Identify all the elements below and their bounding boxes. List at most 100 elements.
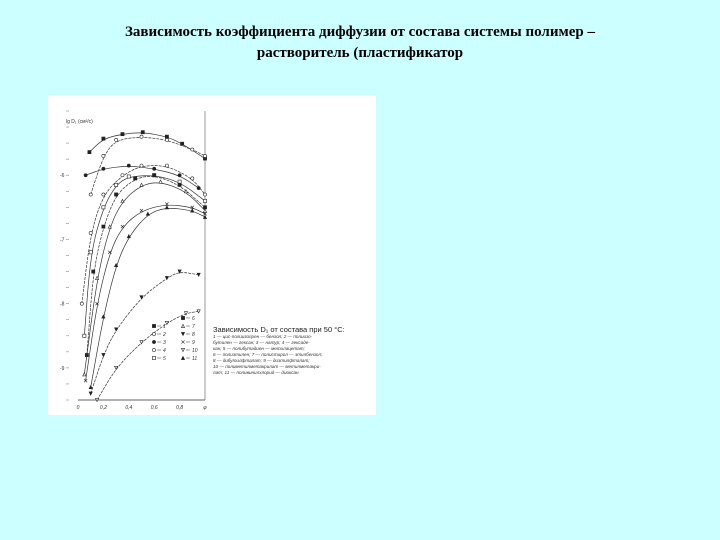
data-point: [139, 134, 144, 139]
x-tick-label: 0: [77, 405, 80, 411]
caption-line: кан; 5 — полибутадиен — метилацетат;: [213, 346, 305, 351]
data-point: [82, 333, 87, 338]
data-point: [177, 182, 182, 187]
data-point: [101, 192, 106, 197]
y-tick-label: -8: [60, 302, 65, 308]
series-line-2: [90, 137, 206, 195]
data-point: [120, 224, 125, 229]
data-point: [82, 372, 87, 377]
data-point: [203, 199, 207, 203]
data-point: [140, 130, 145, 135]
data-point: [165, 202, 169, 206]
data-point: [139, 340, 144, 345]
data-point: [91, 269, 96, 274]
title-line-2: растворитель (пластификатор: [256, 45, 464, 61]
legend-label: 7: [192, 324, 195, 330]
x-tick-label: 0,8: [176, 405, 183, 411]
data-point: [88, 391, 93, 396]
data-point: [139, 182, 144, 187]
data-point: [152, 173, 157, 178]
legend-marker: [180, 355, 186, 360]
caption-body: 1 — цис-полиизопрен — бензол; 2 — полииз…: [213, 334, 373, 376]
data-point: [114, 138, 119, 142]
series-line-10: [96, 311, 199, 401]
data-point: [101, 166, 106, 171]
caption-line: 8 — дибутилфталат; 9 — диэтилфталат;: [213, 358, 310, 363]
data-point: [94, 398, 100, 403]
data-point: [87, 150, 92, 155]
data-point: [183, 311, 189, 316]
legend-marker: [152, 348, 156, 352]
data-point: [94, 275, 100, 280]
series-line-8: [90, 272, 199, 394]
data-point: [145, 211, 150, 216]
caption-line: бутилен — гексан; 3 — натур; 4 — гексаде…: [213, 340, 310, 345]
caption-line: 10 — полиметилметакрилат — метилметакри-: [213, 364, 321, 369]
figure-caption: Зависимость D₁ от состава при 50 °C: 1 —…: [213, 325, 373, 376]
data-point: [120, 198, 125, 203]
y-tick-label: -6: [60, 173, 65, 179]
data-point: [203, 154, 207, 158]
legend-marker: [180, 323, 186, 328]
data-point: [114, 327, 119, 332]
title-line-1: Зависимость коэффициента диффузии от сос…: [125, 24, 595, 40]
data-point: [202, 214, 208, 219]
data-point: [165, 138, 169, 142]
caption-line: 6 — полиэтилен; 7 — полистирол — этилбен…: [213, 352, 323, 357]
data-point: [164, 205, 169, 210]
data-point: [126, 233, 131, 239]
data-point: [114, 262, 119, 268]
y-tick-label: -9: [60, 366, 65, 372]
data-point: [114, 365, 119, 371]
data-point: [152, 166, 157, 171]
data-point: [101, 136, 106, 141]
data-point: [101, 353, 106, 358]
x-tick-label: 0,6: [151, 405, 158, 411]
series-line-7: [84, 182, 206, 375]
data-point: [120, 132, 125, 137]
y-tick-label: -7: [60, 237, 65, 243]
data-point: [139, 295, 144, 300]
diffusion-chart: -6 -7 -8 -9 0 0,2 0,4 0,6 0,8 φ lg D₁ (см²/с) 1 2 3 4 5…: [60, 110, 208, 411]
data-point: [114, 192, 119, 197]
legend-marker: [152, 340, 156, 344]
legend-marker: [181, 316, 185, 320]
x-tick-label: 0,4: [125, 405, 132, 411]
data-point: [190, 208, 195, 213]
legend-label: 5: [163, 356, 166, 362]
legend-marker: [181, 340, 185, 344]
data-point: [165, 163, 169, 168]
data-point: [107, 250, 112, 255]
data-point: [83, 173, 88, 178]
data-point: [158, 179, 163, 184]
data-point: [190, 176, 195, 181]
data-point: [101, 154, 106, 158]
data-point: [190, 147, 195, 152]
data-point: [126, 174, 131, 179]
data-point: [83, 378, 88, 383]
legend-marker: [180, 332, 186, 337]
data-point: [114, 182, 119, 187]
data-point: [183, 189, 189, 194]
caption-head: Зависимость D₁ от состава при 50 °C:: [213, 325, 345, 334]
data-point: [133, 176, 138, 181]
slide-title: Зависимость коэффициента диффузии от сос…: [40, 22, 680, 64]
data-point: [196, 309, 201, 314]
data-point: [164, 321, 169, 326]
y-axis-label: lg D₁ (см²/с): [66, 119, 93, 125]
series-line-1: [89, 132, 206, 159]
data-point: [101, 314, 106, 319]
legend-marker: [180, 348, 186, 353]
caption-line: 1 — цис-полиизопрен — бензол; 2 — полииз…: [213, 334, 313, 339]
series-line-6: [86, 176, 206, 356]
data-point: [139, 163, 144, 168]
legend-label: 10: [192, 348, 198, 354]
data-point: [88, 231, 93, 235]
data-point: [196, 272, 201, 278]
data-point: [202, 208, 208, 213]
series-line-11: [90, 208, 206, 388]
x-tick-label: 0,2: [100, 405, 107, 411]
scanned-figure: -6 -7 -8 -9 0 0,2 0,4 0,6 0,8 φ lg D₁ (см²/с) 1 2 3 4 5…: [48, 95, 376, 415]
data-point: [88, 384, 93, 390]
data-point: [107, 224, 112, 229]
